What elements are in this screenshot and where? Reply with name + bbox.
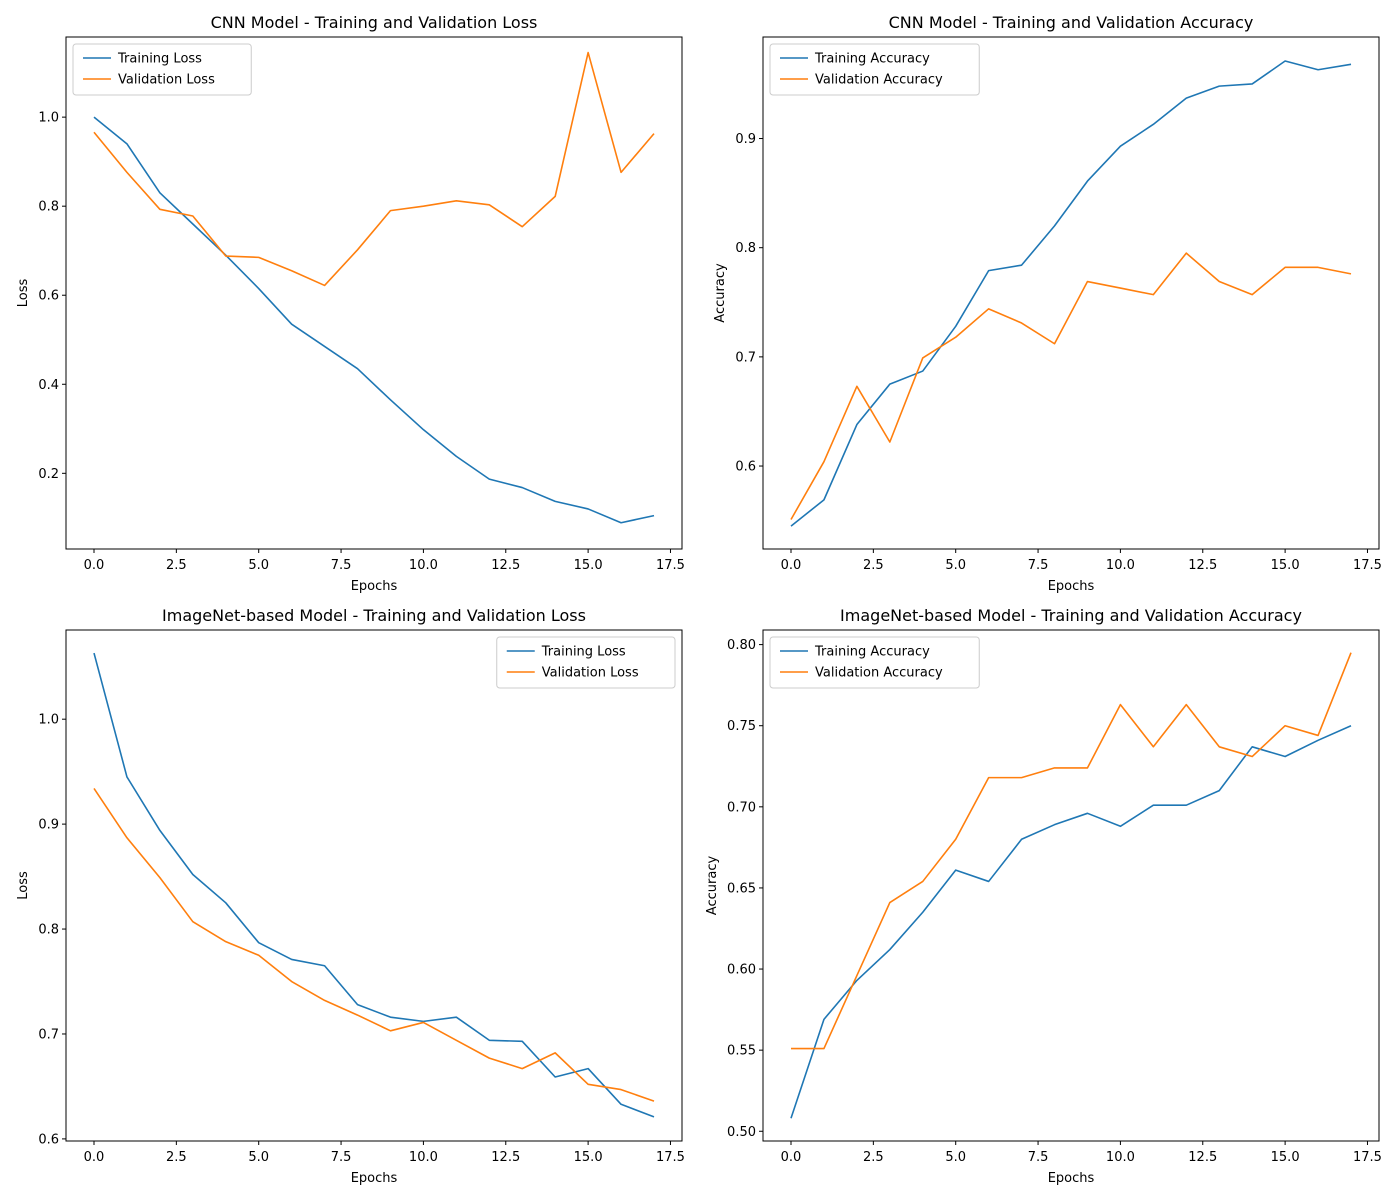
x-axis-label: Epochs [1048,579,1095,594]
series-line-validation-loss [93,51,655,287]
legend-box [496,636,676,689]
x-tick-label: 12.5 [491,558,520,573]
legend-box [72,43,252,96]
x-tick-label: 5.0 [248,558,269,573]
legend-box [769,636,980,689]
legend-label: Validation Loss [118,73,215,88]
y-tick-label: 0.6 [735,460,756,475]
y-axis-label: Accuracy [705,856,720,916]
legend-label: Training Accuracy [814,645,930,660]
axes-frame [762,36,1380,550]
x-tick-label: 10.0 [1106,558,1135,573]
x-tick-label: 10.0 [409,558,438,573]
x-tick-label: 5.0 [945,1150,966,1165]
y-tick-label: 0.80 [727,638,756,653]
y-tick-label: 0.55 [727,1044,756,1059]
x-tick-label: 15.0 [1271,558,1300,573]
x-axis-label: Epochs [351,579,398,594]
legend-label: Training Loss [117,52,202,67]
y-tick-label: 0.6 [38,1132,59,1147]
y-tick-label: 0.8 [38,200,59,215]
chart-title: ImageNet-based Model - Training and Vali… [162,606,586,625]
series-line-training-accuracy [790,724,1352,1119]
y-tick-label: 0.4 [38,378,59,393]
series-line-training-accuracy [790,60,1352,527]
y-tick-label: 0.65 [727,881,756,896]
legend: Training Accuracy Validation Accuracy [769,43,980,96]
x-tick-label: 2.5 [863,558,884,573]
chart-panel-3: ImageNet-based Model - Training and Vali… [16,606,685,1186]
x-tick-label: 12.5 [1188,558,1217,573]
legend: Training Loss Validation Loss [72,43,252,96]
y-axis-label: Accuracy [713,263,728,323]
series-line-training-loss [93,652,655,1118]
series-line-validation-loss [93,787,655,1102]
x-tick-label: 15.0 [1271,1150,1300,1165]
x-tick-label: 17.5 [656,1150,685,1165]
x-tick-label: 17.5 [656,558,685,573]
chart-panel-4: ImageNet-based Model - Training and Vali… [705,606,1382,1186]
x-axis-label: Epochs [351,1171,398,1186]
chart-title: CNN Model - Training and Validation Loss [211,13,538,32]
x-tick-label: 17.5 [1353,1150,1382,1165]
x-tick-label: 7.5 [331,1150,352,1165]
axes-frame [762,629,1380,1142]
y-tick-label: 0.60 [727,963,756,978]
y-tick-label: 0.70 [727,800,756,815]
y-tick-label: 0.8 [735,241,756,256]
x-tick-label: 0.0 [781,558,802,573]
legend-label: Training Loss [541,645,626,660]
series-line-validation-accuracy [790,252,1352,520]
y-tick-label: 0.75 [727,719,756,734]
x-tick-label: 15.0 [574,558,603,573]
x-tick-label: 12.5 [491,1150,520,1165]
legend-label: Validation Loss [542,666,639,681]
y-tick-label: 0.7 [735,350,756,365]
y-tick-label: 1.0 [38,713,59,728]
chart-title: CNN Model - Training and Validation Accu… [889,13,1254,32]
series-line-validation-accuracy [791,652,1352,1050]
legend-label: Validation Accuracy [815,73,943,88]
x-tick-label: 0.0 [781,1150,802,1165]
chart-panel-1: CNN Model - Training and Validation Loss… [16,13,685,594]
x-tick-label: 10.0 [409,1150,438,1165]
series-line-training-loss [93,116,655,524]
y-tick-label: 0.2 [38,467,59,482]
x-tick-label: 2.5 [863,1150,884,1165]
legend: Training Loss Validation Loss [496,636,676,689]
legend: Training Accuracy Validation Accuracy [769,636,980,689]
chart-title: ImageNet-based Model - Training and Vali… [840,606,1302,625]
y-tick-label: 0.9 [38,818,59,833]
x-tick-label: 17.5 [1353,558,1382,573]
x-tick-label: 7.5 [331,558,352,573]
x-tick-label: 2.5 [166,558,187,573]
y-axis-label: Loss [16,871,31,900]
legend-label: Training Accuracy [814,52,930,67]
y-tick-label: 0.50 [727,1125,756,1140]
x-tick-label: 7.5 [1028,1150,1049,1165]
chart-panel-2: CNN Model - Training and Validation Accu… [713,13,1382,594]
x-tick-label: 2.5 [166,1150,187,1165]
x-tick-label: 0.0 [84,1150,105,1165]
y-tick-label: 0.6 [38,289,59,304]
y-tick-label: 1.0 [38,111,59,126]
legend-label: Validation Accuracy [815,666,943,681]
y-tick-label: 0.8 [38,923,59,938]
x-tick-label: 12.5 [1188,1150,1217,1165]
y-tick-label: 0.9 [735,132,756,147]
axes-frame [65,629,683,1142]
x-tick-label: 0.0 [84,558,105,573]
x-tick-label: 10.0 [1106,1150,1135,1165]
x-tick-label: 5.0 [945,558,966,573]
y-axis-label: Loss [16,279,31,308]
x-tick-label: 15.0 [574,1150,603,1165]
x-axis-label: Epochs [1048,1171,1095,1186]
y-tick-label: 0.7 [38,1027,59,1042]
legend-box [769,43,980,96]
x-tick-label: 5.0 [248,1150,269,1165]
x-tick-label: 7.5 [1028,558,1049,573]
axes-frame [65,36,683,550]
